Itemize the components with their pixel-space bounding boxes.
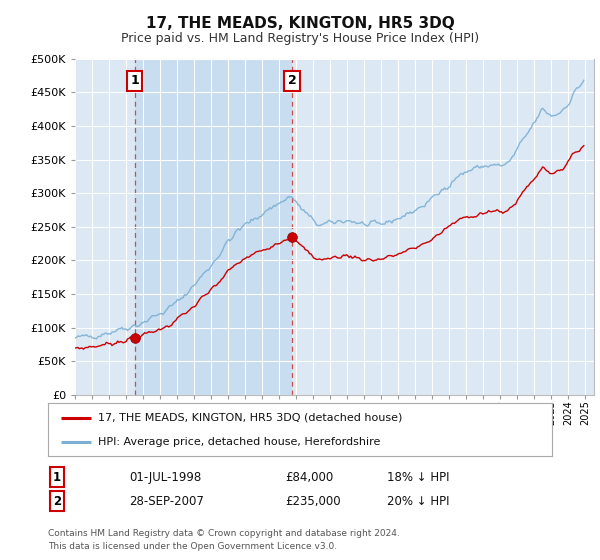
Text: Price paid vs. HM Land Registry's House Price Index (HPI): Price paid vs. HM Land Registry's House … xyxy=(121,32,479,45)
Text: 2: 2 xyxy=(287,74,296,87)
Text: 1: 1 xyxy=(130,74,139,87)
Text: 17, THE MEADS, KINGTON, HR5 3DQ: 17, THE MEADS, KINGTON, HR5 3DQ xyxy=(146,16,454,31)
Bar xyxy=(134,59,292,395)
Text: 17, THE MEADS, KINGTON, HR5 3DQ (detached house): 17, THE MEADS, KINGTON, HR5 3DQ (detache… xyxy=(98,413,403,423)
Text: 1: 1 xyxy=(53,470,61,484)
Text: 18% ↓ HPI: 18% ↓ HPI xyxy=(387,470,449,484)
Text: 28-SEP-2007: 28-SEP-2007 xyxy=(129,494,204,508)
Text: £84,000: £84,000 xyxy=(285,470,333,484)
Text: £235,000: £235,000 xyxy=(285,494,341,508)
Text: 20% ↓ HPI: 20% ↓ HPI xyxy=(387,494,449,508)
Text: 01-JUL-1998: 01-JUL-1998 xyxy=(129,470,201,484)
Text: HPI: Average price, detached house, Herefordshire: HPI: Average price, detached house, Here… xyxy=(98,437,381,447)
Text: 2: 2 xyxy=(53,494,61,508)
Text: Contains HM Land Registry data © Crown copyright and database right 2024.
This d: Contains HM Land Registry data © Crown c… xyxy=(48,529,400,550)
